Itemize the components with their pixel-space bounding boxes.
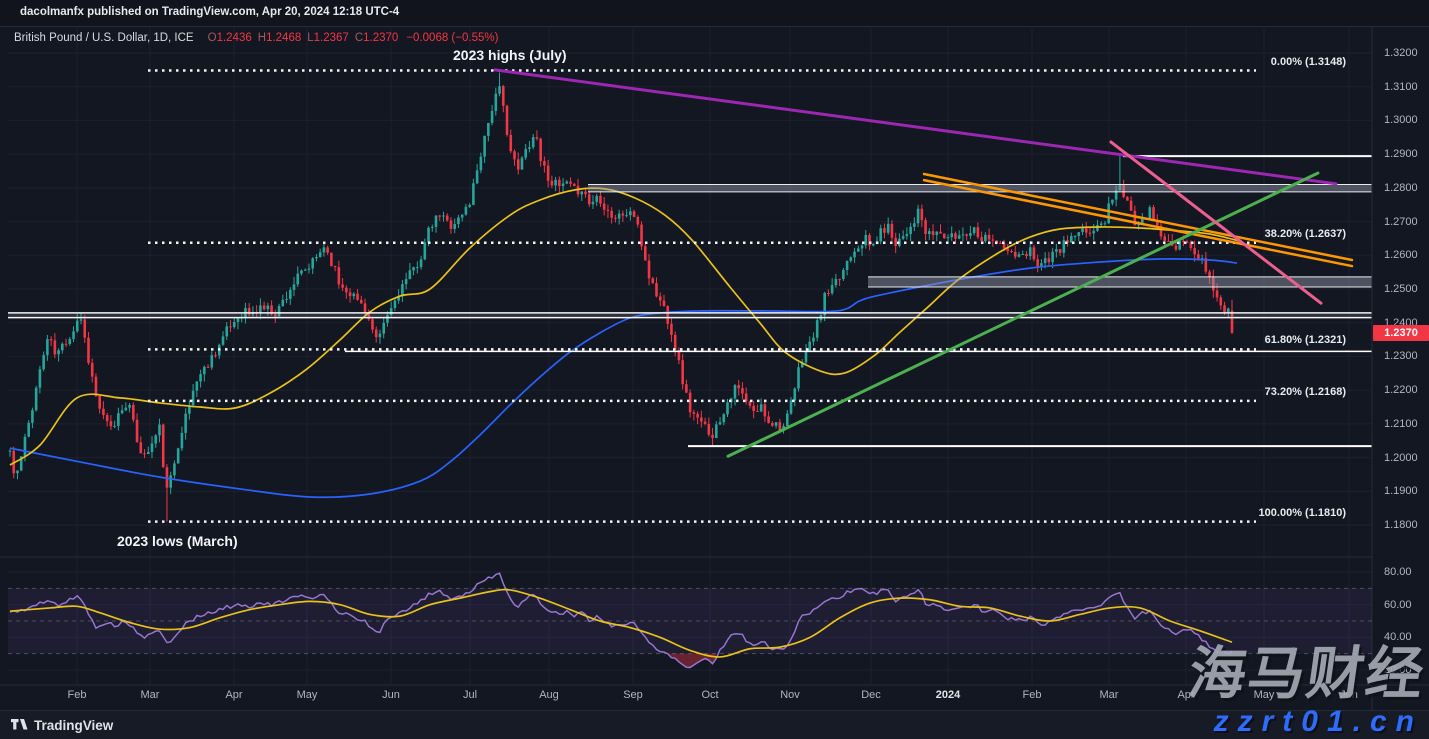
orange-channel-a bbox=[922, 172, 1354, 262]
time-axis-label: May bbox=[1253, 689, 1275, 701]
watermark-chinese-text: 海马财经 bbox=[1184, 642, 1429, 706]
annotation-2023-highs[interactable]: 2023 highs (July) bbox=[453, 47, 567, 63]
orange-channel-b bbox=[922, 178, 1354, 268]
price-axis-label: 1.2300 bbox=[1384, 350, 1418, 363]
price-axis-label: 1.2900 bbox=[1384, 148, 1418, 161]
time-axis-label: Feb bbox=[1022, 689, 1042, 701]
rsi-axis-label: 20.00 bbox=[1384, 663, 1412, 676]
time-axis-label: Feb bbox=[67, 689, 87, 701]
close-value: 1.2370 bbox=[363, 32, 399, 44]
pink-downtrend bbox=[1109, 140, 1323, 305]
price-axis-label: 1.2600 bbox=[1384, 249, 1418, 262]
fib-retracement bbox=[148, 69, 1256, 523]
low-label: L bbox=[307, 32, 314, 44]
rsi-axis-label: 80.00 bbox=[1384, 566, 1412, 578]
time-axis-label: Nov bbox=[780, 689, 800, 701]
candlestick-series bbox=[8, 72, 1234, 522]
time-axis-label: Jul bbox=[462, 689, 478, 701]
rsi-ma-line bbox=[9, 588, 1233, 658]
gridlines bbox=[8, 28, 1372, 685]
time-axis-label: Apr bbox=[225, 689, 243, 701]
price-axis-label: 1.2700 bbox=[1384, 215, 1418, 228]
green-uptrend bbox=[726, 171, 1320, 458]
publish-info-bar: dacolmanfx published on TradingView.com,… bbox=[0, 0, 1429, 27]
rsi-axis-label: 60.00 bbox=[1384, 598, 1412, 611]
rsi-panel bbox=[8, 572, 1372, 669]
time-axis-label: Jun bbox=[1340, 689, 1358, 701]
rsi-axis-label: 40.00 bbox=[1384, 631, 1412, 644]
price-axis-label: 1.3000 bbox=[1384, 114, 1418, 127]
price-axis-label: 1.3200 bbox=[1384, 47, 1418, 59]
price-axis-label: 1.1800 bbox=[1384, 519, 1418, 531]
fib-level-label[interactable]: 38.20% (1.2637) bbox=[1264, 227, 1346, 240]
time-axis-label: Apr bbox=[1177, 689, 1195, 701]
change-value: −0.0068 (−0.55%) bbox=[406, 32, 499, 44]
time-axis-label: Mar bbox=[1099, 689, 1119, 701]
price-axis-label: 1.1900 bbox=[1384, 485, 1418, 498]
time-axis-label: Mar bbox=[140, 689, 160, 701]
open-label: O bbox=[207, 32, 217, 44]
high-label: H bbox=[257, 32, 267, 44]
fib-level-label[interactable]: 100.00% (1.1810) bbox=[1258, 506, 1346, 519]
low-value: 1.2367 bbox=[313, 32, 349, 44]
fib-level-label[interactable]: 0.00% (1.3148) bbox=[1270, 55, 1346, 68]
time-axis-label: Jun bbox=[382, 689, 400, 701]
symbol-legend[interactable]: British Pound / U.S. Dollar, 1D, ICE O1.2… bbox=[14, 32, 498, 44]
time-axis-label: Oct bbox=[701, 689, 719, 701]
ma-fast-line bbox=[9, 187, 1241, 466]
purple-downtrend bbox=[493, 68, 1338, 186]
fib-level-label[interactable]: 61.80% (1.2321) bbox=[1264, 334, 1346, 347]
price-axis-label: 1.2200 bbox=[1384, 384, 1418, 397]
price-axis-label: 1.2800 bbox=[1384, 181, 1418, 194]
price-axis-label: 1.2100 bbox=[1384, 417, 1418, 430]
annotation-2023-lows[interactable]: 2023 lows (March) bbox=[117, 533, 238, 549]
ma-slow-line bbox=[9, 258, 1238, 499]
tradingview-logo-icon bbox=[11, 719, 28, 730]
price-axis-label: 1.2500 bbox=[1384, 283, 1418, 295]
time-axis-label: Sep bbox=[623, 689, 643, 701]
time-axis-label: May bbox=[296, 689, 318, 701]
price-axis-label: 1.2000 bbox=[1384, 451, 1418, 464]
symbol-title: British Pound / U.S. Dollar, 1D, ICE bbox=[14, 32, 194, 44]
last-price-badge: 1.2370 bbox=[1373, 325, 1429, 341]
open-value: 1.2436 bbox=[216, 32, 252, 44]
tradingview-brand-link[interactable]: TradingView bbox=[34, 718, 114, 733]
time-axis-label: 2024 bbox=[935, 689, 961, 701]
price-axis-label: 1.3100 bbox=[1384, 80, 1418, 93]
time-axis-label: Dec bbox=[861, 689, 881, 701]
time-axis-label: Aug bbox=[539, 689, 559, 701]
footer-bar: TradingView bbox=[0, 710, 1429, 739]
high-value: 1.2468 bbox=[266, 32, 302, 44]
watermark-url-text: zzrt01.cn bbox=[1213, 705, 1423, 738]
publish-info-text: dacolmanfx published on TradingView.com,… bbox=[20, 6, 400, 18]
close-label: C bbox=[354, 32, 364, 44]
fib-level-label[interactable]: 73.20% (1.2168) bbox=[1264, 385, 1346, 398]
